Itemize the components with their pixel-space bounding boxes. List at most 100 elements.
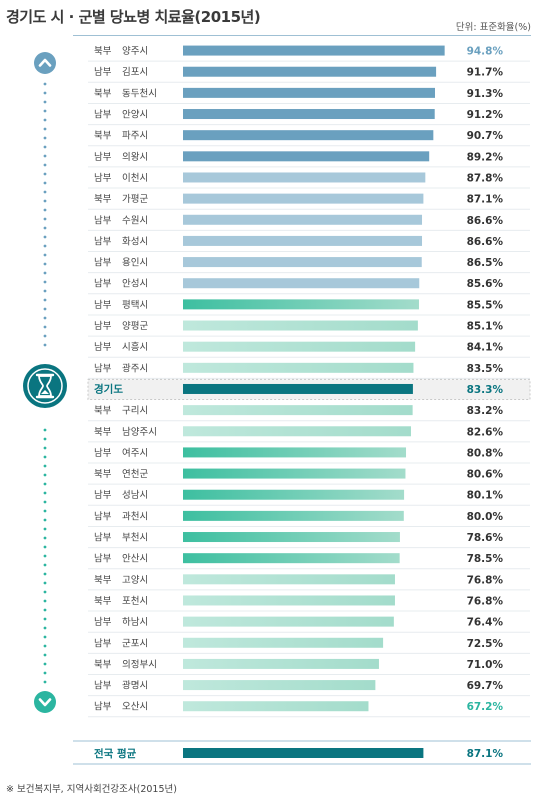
region-label: 북부 <box>94 659 112 670</box>
guide-dot <box>43 482 47 486</box>
guide-dot <box>43 455 47 459</box>
bar <box>183 405 413 416</box>
bar <box>183 278 420 289</box>
guide-dot <box>43 527 47 531</box>
guide-dot <box>43 473 47 477</box>
bar <box>183 532 400 543</box>
guide-dot <box>43 145 47 149</box>
region-label: 남부 <box>94 321 112 332</box>
bar <box>183 595 395 606</box>
guide-dot <box>43 100 47 104</box>
region-label: 남부 <box>94 702 112 713</box>
guide-dot <box>43 118 47 122</box>
region-label: 남부 <box>94 67 112 78</box>
value-label: 94.8% <box>467 46 504 58</box>
guide-dot <box>43 545 47 549</box>
value-label: 86.5% <box>467 257 504 269</box>
value-label: 86.6% <box>467 215 504 227</box>
city-label: 의왕시 <box>122 152 148 163</box>
guide-dot <box>43 244 47 248</box>
bar <box>183 109 435 120</box>
bar <box>183 172 426 183</box>
top-divider <box>73 35 531 36</box>
bar <box>183 574 395 585</box>
city-label: 동두천시 <box>122 88 157 99</box>
guide-dot <box>43 491 47 495</box>
bar <box>183 87 435 98</box>
region-label: 북부 <box>94 596 112 607</box>
city-label: 양평군 <box>122 321 148 332</box>
city-label: 구리시 <box>122 406 148 417</box>
guide-dot <box>43 253 47 257</box>
city-label: 오산시 <box>122 702 148 713</box>
bar <box>183 45 445 56</box>
bar <box>183 553 400 564</box>
guide-dot <box>43 662 47 666</box>
value-label: 83.2% <box>467 405 504 417</box>
bar <box>183 658 379 669</box>
bar <box>183 468 406 479</box>
value-label: 80.0% <box>467 511 504 523</box>
region-label: 남부 <box>94 258 112 269</box>
region-label: 남부 <box>94 152 112 163</box>
region-label: 북부 <box>94 427 112 438</box>
city-label: 포천시 <box>122 596 148 607</box>
bar <box>183 383 413 394</box>
city-label: 이천시 <box>122 173 148 184</box>
city-label: 광명시 <box>122 680 148 692</box>
national-label: 전국 평균 <box>94 747 137 760</box>
guide-dot <box>43 127 47 131</box>
value-label: 76.8% <box>467 574 504 586</box>
value-label: 80.8% <box>467 447 504 459</box>
value-label: 71.0% <box>467 659 504 671</box>
guide-dot <box>43 626 47 630</box>
region-label: 남부 <box>94 342 112 353</box>
guide-dot <box>43 172 47 176</box>
region-label: 남부 <box>94 279 112 290</box>
city-label: 화성시 <box>122 236 148 247</box>
guide-dot <box>43 289 47 293</box>
guide-dot <box>43 671 47 675</box>
guide-dot <box>43 343 47 347</box>
city-label: 광주시 <box>122 362 148 374</box>
guide-dot <box>43 91 47 95</box>
guide-dot <box>43 464 47 468</box>
region-label: 남부 <box>94 533 112 544</box>
value-label: 78.6% <box>467 532 504 544</box>
guide-dot <box>43 446 47 450</box>
guide-dot <box>43 617 47 621</box>
guide-dot <box>43 680 47 684</box>
bar <box>183 680 376 691</box>
value-label: 67.2% <box>467 701 504 713</box>
value-label: 91.3% <box>467 88 504 100</box>
bar <box>183 637 384 648</box>
value-label: 86.6% <box>467 236 504 248</box>
bar <box>183 235 423 246</box>
region-label: 북부 <box>94 575 112 586</box>
guide-dot <box>43 199 47 203</box>
region-label: 남부 <box>94 236 112 247</box>
bar <box>183 66 437 77</box>
guide-dot <box>43 590 47 594</box>
bar <box>183 616 394 627</box>
value-label: 78.5% <box>467 553 504 565</box>
city-label: 양주시 <box>122 46 148 57</box>
city-label: 안양시 <box>122 110 148 121</box>
region-label: 남부 <box>94 215 112 226</box>
region-label: 남부 <box>94 511 112 522</box>
city-label: 안산시 <box>122 554 148 565</box>
region-label: 남부 <box>94 448 112 459</box>
guide-dot <box>43 500 47 504</box>
guide-dot <box>43 226 47 230</box>
guide-dot <box>43 136 47 140</box>
city-label: 하남시 <box>122 616 148 628</box>
value-label: 87.8% <box>467 172 504 184</box>
city-label: 과천시 <box>122 511 148 522</box>
region-label: 남부 <box>94 681 112 692</box>
value-label: 83.3% <box>467 384 504 396</box>
region-label: 남부 <box>94 300 112 311</box>
value-label: 69.7% <box>467 680 504 692</box>
city-label: 의정부시 <box>122 659 157 670</box>
guide-dot <box>43 208 47 212</box>
guide-dot <box>43 298 47 302</box>
